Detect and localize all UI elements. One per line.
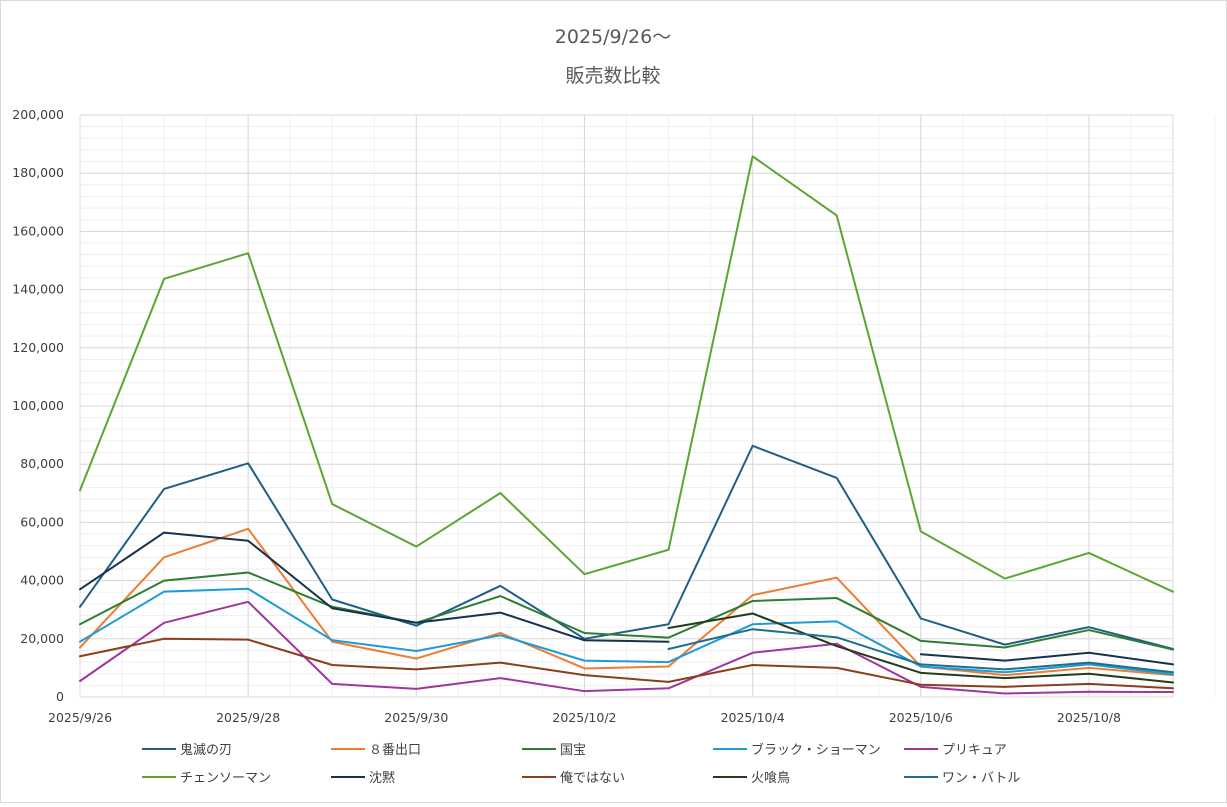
y-tick-label: 80,000: [20, 456, 64, 471]
y-tick-label: 140,000: [12, 282, 64, 297]
x-tick-label: 2025/10/8: [1057, 710, 1121, 725]
legend-label: プリキュア: [942, 743, 1007, 758]
y-tick-label: 180,000: [12, 165, 64, 180]
legend-label: ８番出口: [369, 743, 421, 758]
x-axis: 2025/9/26 2025/9/28 2025/9/30 2025/10/2 2025…: [48, 710, 1121, 725]
legend-label: 火喰鳥: [751, 770, 790, 786]
x-tick-label: 2025/10/6: [889, 710, 953, 725]
legend-label: 鬼滅の刃: [180, 742, 232, 758]
x-tick-label: 2025/9/26: [48, 710, 112, 725]
legend-label: ワン・バトル: [942, 771, 1020, 786]
series-line-10: [667, 628, 1174, 674]
series-line-7: [79, 531, 1174, 666]
series-line-5: [79, 600, 1174, 695]
series-line-6: [79, 155, 1174, 593]
y-tick-label: 60,000: [20, 514, 64, 529]
legend-label: 俺ではない: [560, 771, 625, 786]
legend-label: チェンソーマン: [180, 771, 271, 786]
y-tick-label: 120,000: [12, 340, 64, 355]
y-tick-label: 200,000: [12, 107, 64, 122]
x-tick-label: 2025/10/4: [721, 710, 785, 725]
series-line-9: [667, 612, 1174, 684]
x-tick-label: 2025/9/28: [216, 710, 280, 725]
series-line-2: [79, 527, 1174, 677]
y-tick-label: 160,000: [12, 223, 64, 238]
series-line-1: [79, 444, 1174, 650]
y-tick-label: 0: [56, 689, 64, 704]
chart-title: 2025/9/26〜: [555, 26, 671, 48]
chart-subtitle: 販売数比較: [565, 65, 660, 87]
y-tick-label: 40,000: [20, 573, 64, 588]
legend-label: ブラック・ショーマン: [751, 742, 881, 758]
legend-label: 沈黙: [369, 771, 395, 786]
series-line-3: [79, 571, 1174, 651]
series-line-8: [79, 637, 1174, 690]
x-tick-label: 2025/10/2: [552, 710, 616, 725]
y-tick-label: 100,000: [12, 398, 64, 413]
y-tick-label: 20,000: [20, 631, 64, 646]
y-axis: 0 20,000 40,000 60,000 80,000 100,000 120,000 1…: [12, 107, 64, 704]
gridlines: [79, 114, 1216, 698]
x-tick-label: 2025/9/30: [384, 710, 448, 725]
series-line-4: [79, 587, 1174, 676]
legend-label: 国宝: [560, 743, 586, 758]
series-lines: [79, 155, 1174, 695]
